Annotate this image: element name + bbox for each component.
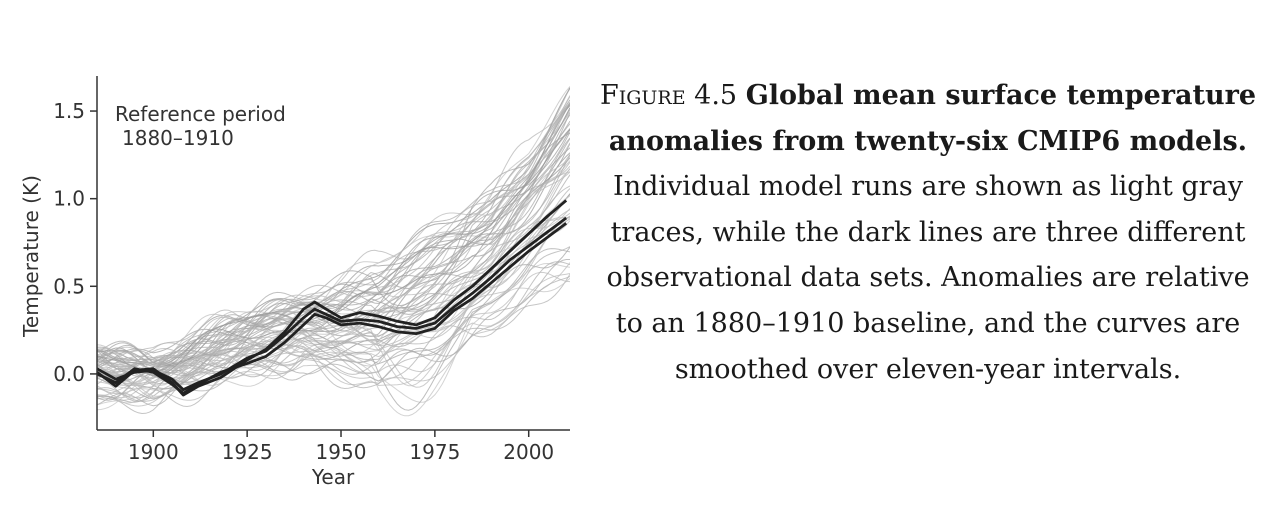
x-tick-label: 1975 — [409, 440, 460, 464]
figure-title: Global mean surface temperature anomalie… — [608, 80, 1257, 157]
y-tick-label: 0.5 — [53, 274, 85, 298]
observation-line-2 — [96, 216, 568, 392]
model-run-line — [97, 128, 570, 359]
y-tick-label: 0.0 — [53, 362, 85, 386]
observation-lines-layer — [96, 199, 568, 397]
x-tick-label: 1900 — [128, 440, 179, 464]
model-run-line — [97, 114, 570, 366]
model-run-line — [97, 185, 570, 385]
model-run-line — [97, 137, 570, 376]
figure-caption: Figure 4.5 Global mean surface temperatu… — [598, 73, 1258, 392]
model-run-line — [97, 120, 570, 364]
x-axis-title: Year — [311, 465, 355, 489]
model-run-line — [97, 271, 570, 404]
model-run-line — [97, 96, 570, 377]
reference-period-label: Reference period — [115, 102, 286, 126]
model-run-line — [97, 105, 570, 371]
model-run-line — [97, 262, 570, 401]
model-run-line — [97, 123, 570, 366]
x-tick-label: 2000 — [503, 440, 554, 464]
figure-label: Figure 4.5 — [599, 80, 738, 111]
model-run-line — [97, 273, 570, 408]
model-run-line — [97, 168, 570, 386]
x-tick-label: 1925 — [222, 440, 273, 464]
y-tick-label: 1.5 — [53, 99, 85, 123]
model-run-line — [97, 128, 570, 378]
model-run-line — [97, 262, 570, 406]
figure-description: Individual model runs are shown as light… — [606, 171, 1250, 385]
reference-period-years: 1880–1910 — [122, 126, 234, 150]
chart-svg: 0.0 0.5 1.0 1.5 1900 1925 1950 1975 2000 Tempera… — [19, 76, 570, 489]
temperature-anomaly-chart: 0.0 0.5 1.0 1.5 1900 1925 1950 1975 2000 Tempera… — [0, 0, 590, 507]
observation-line-3 — [96, 222, 568, 395]
model-run-line — [97, 276, 570, 402]
tick-layer: 0.0 0.5 1.0 1.5 1900 1925 1950 1975 2000 — [53, 99, 554, 464]
model-run-line — [97, 259, 570, 407]
model-run-line — [97, 154, 570, 381]
model-run-line — [97, 111, 570, 365]
y-axis-title: Temperature (K) — [19, 175, 43, 338]
y-tick-label: 1.0 — [53, 187, 85, 211]
model-run-line — [97, 277, 570, 417]
x-tick-label: 1950 — [316, 440, 367, 464]
model-run-line — [97, 138, 570, 374]
